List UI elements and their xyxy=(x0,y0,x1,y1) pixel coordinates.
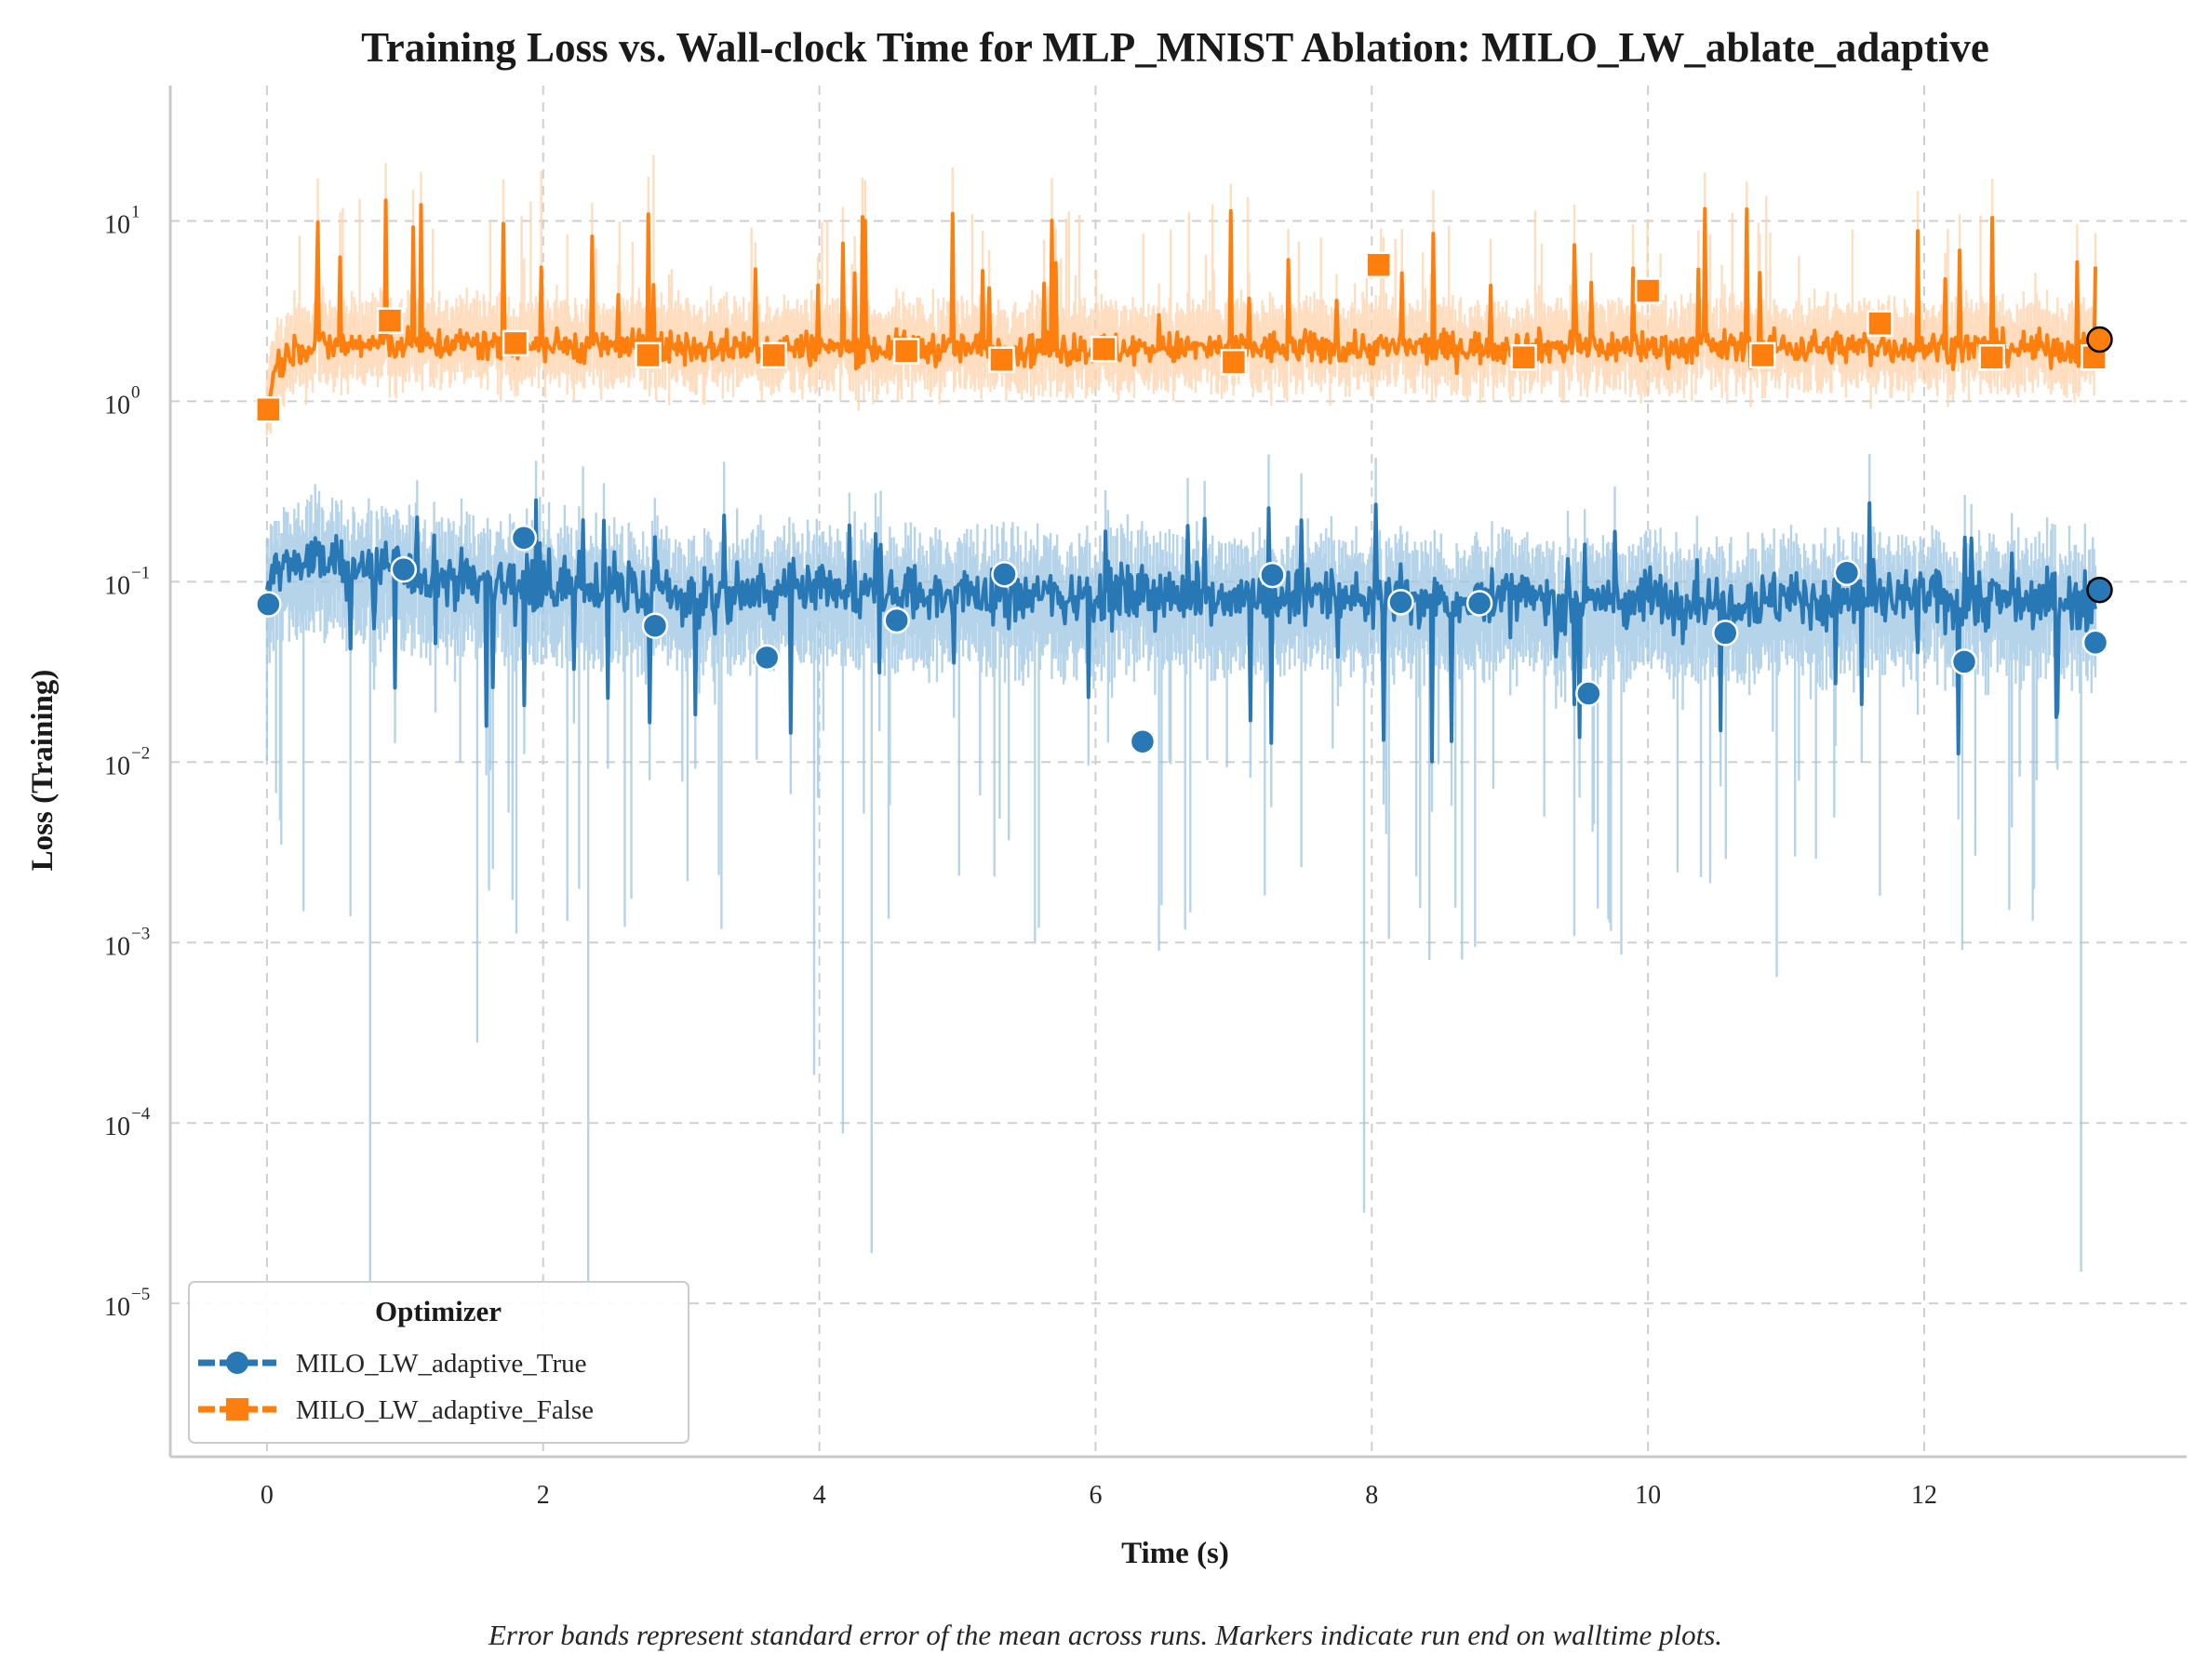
y-tick-label: 10 xyxy=(104,1113,130,1141)
y-tick-exponent: −5 xyxy=(131,1285,150,1304)
y-tick-label: 10 xyxy=(104,571,130,600)
marker-circle xyxy=(255,591,282,618)
marker-square xyxy=(1510,344,1537,371)
marker-circle xyxy=(641,612,669,639)
legend: Optimizer MILO_LW_adaptive_True MILO_LW_… xyxy=(188,1281,689,1444)
run-end-marker-MILO_LW_adaptive_False xyxy=(2086,326,2113,353)
marker-circle xyxy=(1575,680,1602,707)
y-axis-label: Loss (Training) xyxy=(26,670,60,872)
run-end-marker-MILO_LW_adaptive_True xyxy=(2086,576,2113,604)
marker-square xyxy=(892,338,920,365)
y-tick-exponent: −3 xyxy=(131,924,150,943)
x-tick-label: 6 xyxy=(1089,1481,1102,1510)
y-tick-label: 10 xyxy=(104,932,130,961)
y-tick-label: 10 xyxy=(104,210,130,239)
marker-square xyxy=(1220,348,1248,376)
marker-square xyxy=(376,307,404,334)
x-tick-label: 12 xyxy=(1911,1481,1937,1510)
marker-square xyxy=(635,341,662,369)
series-line-MILO_LW_adaptive_True xyxy=(264,498,2097,764)
x-tick-label: 2 xyxy=(537,1481,550,1510)
marker-square xyxy=(1867,310,1894,337)
marker-square xyxy=(502,329,529,357)
marker-circle xyxy=(1387,589,1414,616)
marker-circle xyxy=(753,644,781,672)
x-axis-label: Time (s) xyxy=(1121,1537,1229,1570)
marker-square xyxy=(1749,341,1776,369)
y-tick-label: 10 xyxy=(104,1293,130,1322)
marker-square xyxy=(1091,335,1117,363)
y-tick-exponent: −4 xyxy=(131,1104,151,1124)
marker-circle xyxy=(390,555,418,583)
legend-label-adaptive-true: MILO_LW_adaptive_True xyxy=(296,1349,587,1379)
marker-square xyxy=(1978,344,2005,371)
marker-circle xyxy=(2081,629,2109,657)
x-tick-label: 8 xyxy=(1365,1481,1378,1510)
legend-marker-adaptive-true xyxy=(226,1352,248,1374)
series-markers xyxy=(255,251,2113,755)
marker-square xyxy=(1365,251,1392,279)
marker-circle xyxy=(1465,590,1493,617)
chart-title: Training Loss vs. Wall-clock Time for ML… xyxy=(361,24,1989,71)
legend-label-adaptive-false: MILO_LW_adaptive_False xyxy=(296,1395,594,1425)
marker-circle xyxy=(1950,648,1978,675)
x-tick-label: 0 xyxy=(261,1481,274,1510)
series-lines xyxy=(264,198,2097,764)
marker-square xyxy=(760,341,787,369)
axes xyxy=(168,86,2187,1459)
marker-square xyxy=(988,346,1015,373)
legend-frame xyxy=(188,1281,689,1444)
y-tick-exponent: 1 xyxy=(131,202,141,221)
legend-marker-adaptive-false xyxy=(226,1398,248,1420)
marker-circle xyxy=(1259,561,1286,589)
y-tick-label: 10 xyxy=(104,752,130,780)
error-band-caption: Error bands represent standard error of … xyxy=(488,1619,1722,1651)
marker-circle xyxy=(883,607,910,634)
x-tick-label: 10 xyxy=(1635,1481,1661,1510)
y-tick-label: 10 xyxy=(104,391,130,420)
marker-circle xyxy=(510,524,538,552)
marker-square xyxy=(255,396,282,423)
y-tick-exponent: −1 xyxy=(131,563,150,582)
x-tick-labels: 0 2 4 6 8 10 12 xyxy=(261,1481,1937,1510)
marker-circle xyxy=(1712,620,1739,647)
marker-circle xyxy=(991,561,1018,588)
y-tick-exponent: −2 xyxy=(131,743,150,763)
y-tick-exponent: 0 xyxy=(131,382,141,402)
marker-square xyxy=(1634,277,1662,304)
legend-title: Optimizer xyxy=(375,1295,502,1327)
marker-circle xyxy=(1833,559,1861,587)
x-tick-label: 4 xyxy=(813,1481,826,1510)
series-line-MILO_LW_adaptive_False xyxy=(264,198,2097,417)
marker-circle xyxy=(1129,727,1157,755)
